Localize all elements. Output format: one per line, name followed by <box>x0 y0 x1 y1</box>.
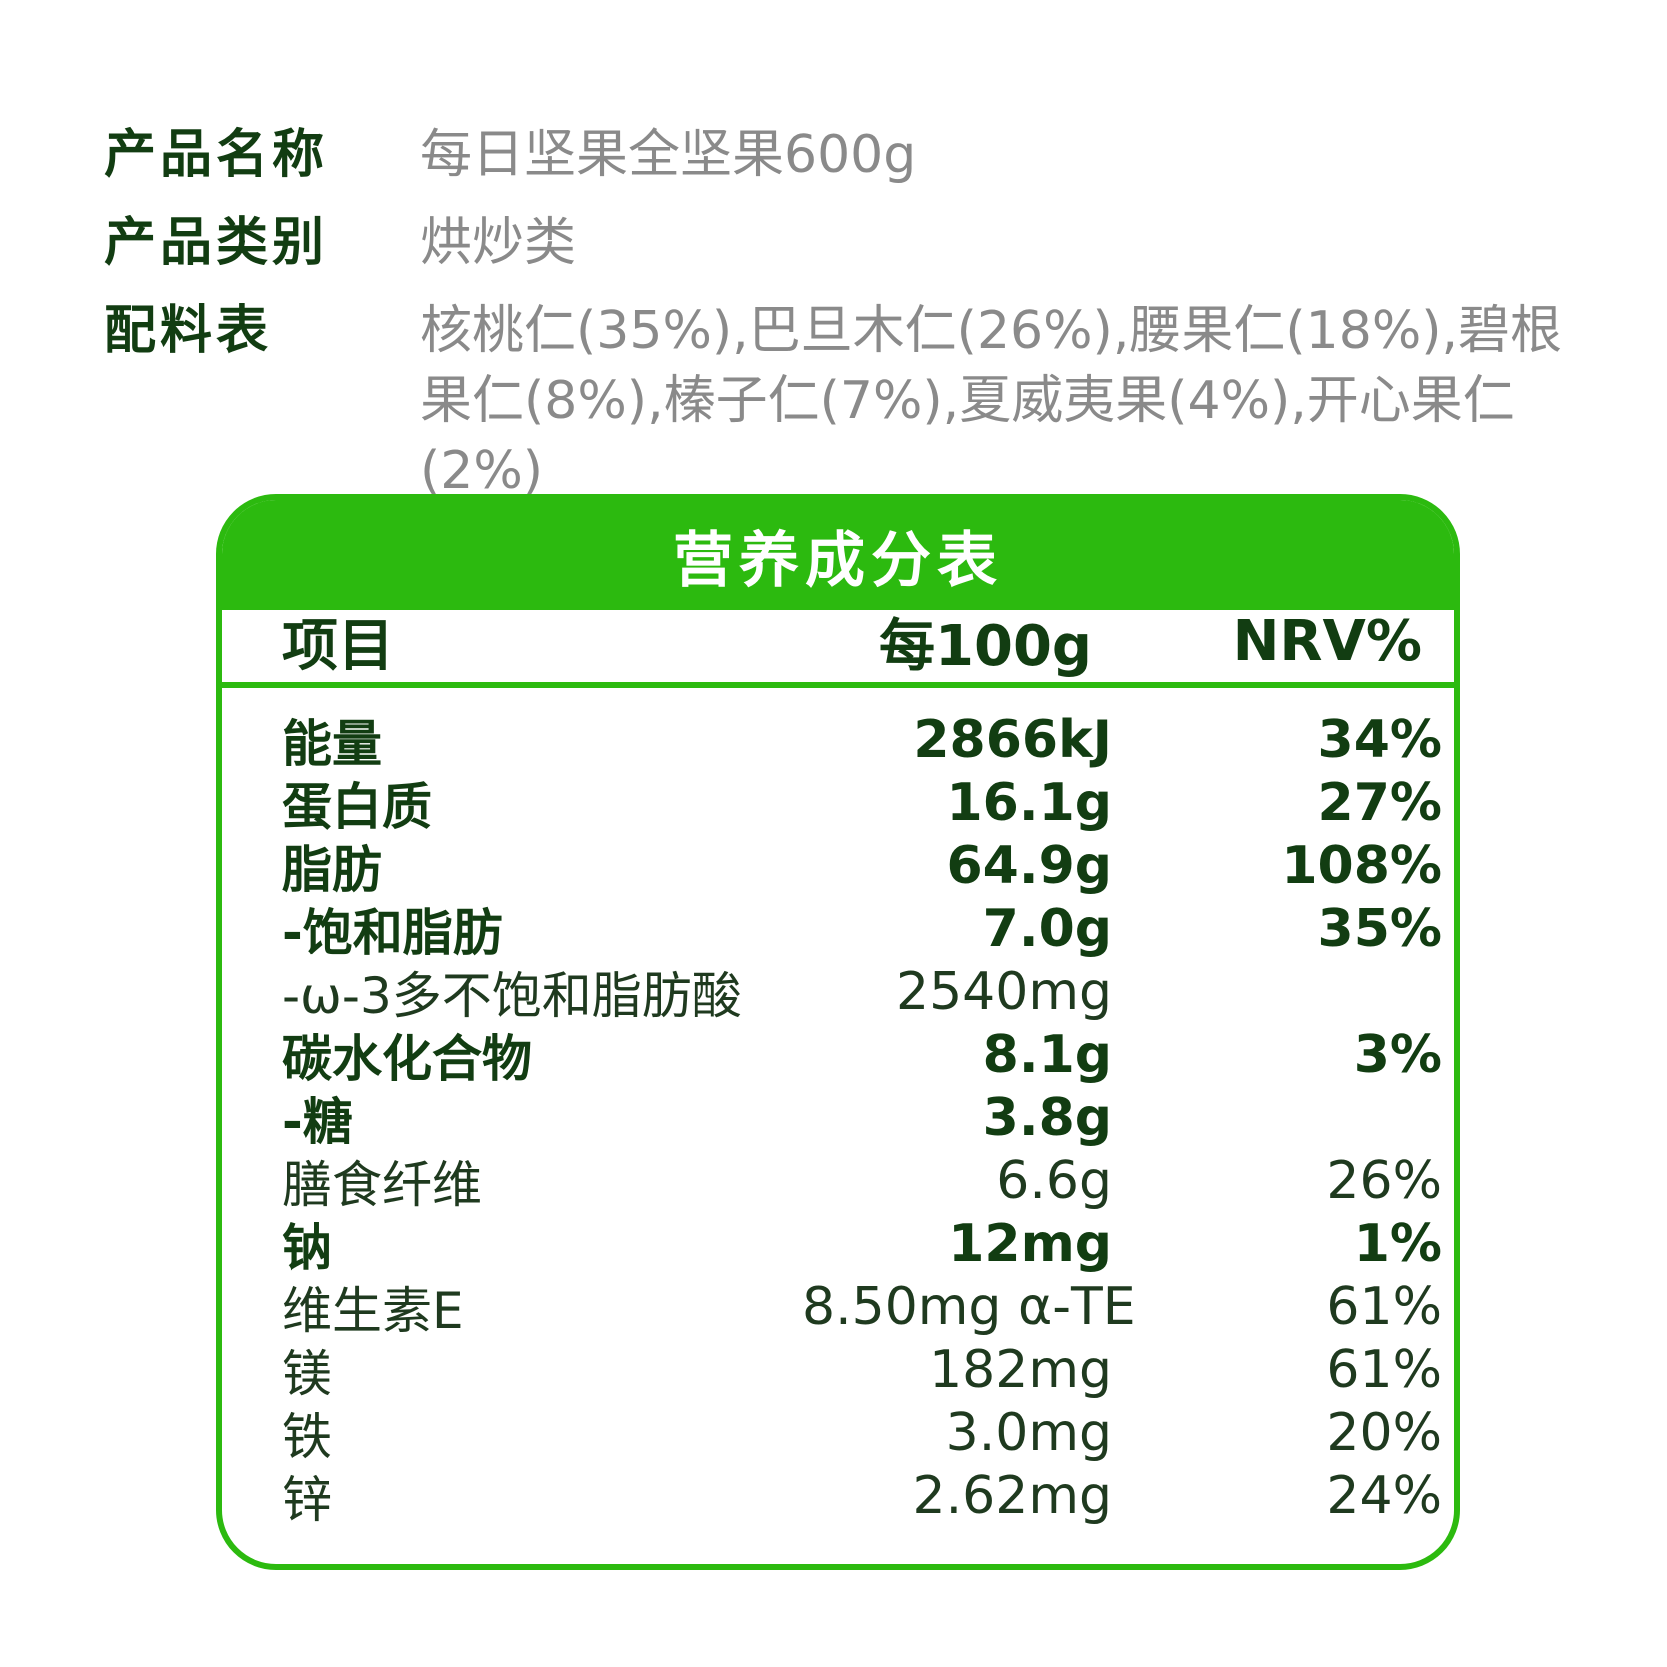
nutrient-name: 锌 <box>282 1470 332 1529</box>
info-label: 配料表 <box>104 301 273 361</box>
table-row: 镁 182mg 61% <box>282 1338 1454 1403</box>
nutrient-name: 膳食纤维 <box>282 1155 482 1214</box>
nutrient-name: 蛋白质 <box>282 777 432 836</box>
table-row: -ω-3多不饱和脂肪酸 2540mg <box>282 960 1454 1025</box>
table-row: 碳水化合物 8.1g 3% <box>282 1023 1454 1088</box>
nutrient-name: 铁 <box>282 1407 332 1466</box>
table-row: -饱和脂肪 7.0g 35% <box>282 897 1454 962</box>
nutrient-name: 能量 <box>282 714 382 773</box>
header-item: 项目 <box>282 613 394 679</box>
product-info: 产品名称 每日坚果全坚果600g 产品类别 烘炒类 配料表 核桃仁(35%),巴… <box>104 120 1584 524</box>
table-row: 锌 2.62mg 24% <box>282 1464 1454 1529</box>
table-row: 能量 2866kJ 34% <box>282 708 1454 773</box>
nutrition-rows: 能量 2866kJ 34% 蛋白质 16.1g 27% 脂肪 64.9g 108% -饱和脂肪 7.… <box>222 688 1454 1529</box>
info-value: 烘炒类 <box>420 213 577 273</box>
nutrient-per100: 3.8g <box>982 1087 1112 1148</box>
table-row: 脂肪 64.9g 108% <box>282 834 1454 899</box>
nutrition-panel: 营养成分表 项目 每100g NRV% 能量 2866kJ 34% 蛋白质 16.1g 2… <box>216 494 1460 1570</box>
panel-title: 营养成分表 <box>673 525 1003 596</box>
table-row: 维生素E 8.50mg α-TE 61% <box>282 1275 1454 1340</box>
nutrient-nrv: 3% <box>1353 1024 1442 1085</box>
nutrient-per100: 6.6g <box>996 1150 1112 1211</box>
nutrient-nrv: 108% <box>1281 835 1442 896</box>
nutrient-nrv: 20% <box>1326 1402 1442 1463</box>
nutrient-name: 碳水化合物 <box>282 1029 532 1088</box>
nutrient-per100: 8.1g <box>982 1024 1112 1085</box>
nutrient-per100: 3.0mg <box>945 1402 1112 1463</box>
header-per100: 每100g <box>879 613 1092 679</box>
nutrient-per100: 2.62mg <box>912 1465 1112 1526</box>
nutrient-nrv: 34% <box>1317 709 1442 770</box>
info-label: 产品类别 <box>104 213 329 273</box>
panel-header: 营养成分表 <box>222 500 1454 610</box>
nutrient-name: -饱和脂肪 <box>282 903 503 962</box>
info-row-name: 产品名称 每日坚果全坚果600g <box>104 120 1584 190</box>
nutrient-name: 脂肪 <box>282 840 382 899</box>
nutrient-nrv: 26% <box>1326 1150 1442 1211</box>
column-headers: 项目 每100g NRV% <box>222 600 1454 688</box>
nutrient-nrv: 35% <box>1317 898 1442 959</box>
nutrient-name: 镁 <box>282 1344 332 1403</box>
nutrient-per100: 12mg <box>948 1213 1112 1274</box>
nutrient-name: 维生素E <box>282 1281 464 1340</box>
nutrient-per100: 7.0g <box>982 898 1112 959</box>
table-row: 膳食纤维 6.6g 26% <box>282 1149 1454 1214</box>
info-row-ingredients: 配料表 核桃仁(35%),巴旦木仁(26%),腰果仁(18%),碧根果仁(8%)… <box>104 296 1584 506</box>
info-value: 核桃仁(35%),巴旦木仁(26%),腰果仁(18%),碧根果仁(8%),榛子仁… <box>420 301 1563 501</box>
nutrient-nrv: 61% <box>1326 1276 1442 1337</box>
nutrient-name: -ω-3多不饱和脂肪酸 <box>282 966 742 1025</box>
nutrient-nrv: 61% <box>1326 1339 1442 1400</box>
info-row-category: 产品类别 烘炒类 <box>104 208 1584 278</box>
nutrient-per100: 64.9g <box>946 835 1112 896</box>
info-label: 产品名称 <box>104 125 329 185</box>
nutrient-nrv: 24% <box>1326 1465 1442 1526</box>
nutrient-nrv: 1% <box>1353 1213 1442 1274</box>
table-row: 钠 12mg 1% <box>282 1212 1454 1277</box>
nutrient-per100: 182mg <box>929 1339 1112 1400</box>
table-row: -糖 3.8g <box>282 1086 1454 1151</box>
nutrient-per100: 16.1g <box>946 772 1112 833</box>
nutrient-per100: 2540mg <box>896 961 1112 1022</box>
nutrient-nrv: 27% <box>1317 772 1442 833</box>
table-row: 铁 3.0mg 20% <box>282 1401 1454 1466</box>
nutrient-per100: 2866kJ <box>913 709 1112 770</box>
nutrient-per100: 8.50mg α-TE <box>802 1276 1136 1337</box>
nutrient-name: 钠 <box>282 1218 332 1277</box>
header-nrv: NRV% <box>1232 608 1422 674</box>
table-row: 蛋白质 16.1g 27% <box>282 771 1454 836</box>
nutrient-name: -糖 <box>282 1092 353 1151</box>
info-value: 每日坚果全坚果600g <box>420 125 917 185</box>
